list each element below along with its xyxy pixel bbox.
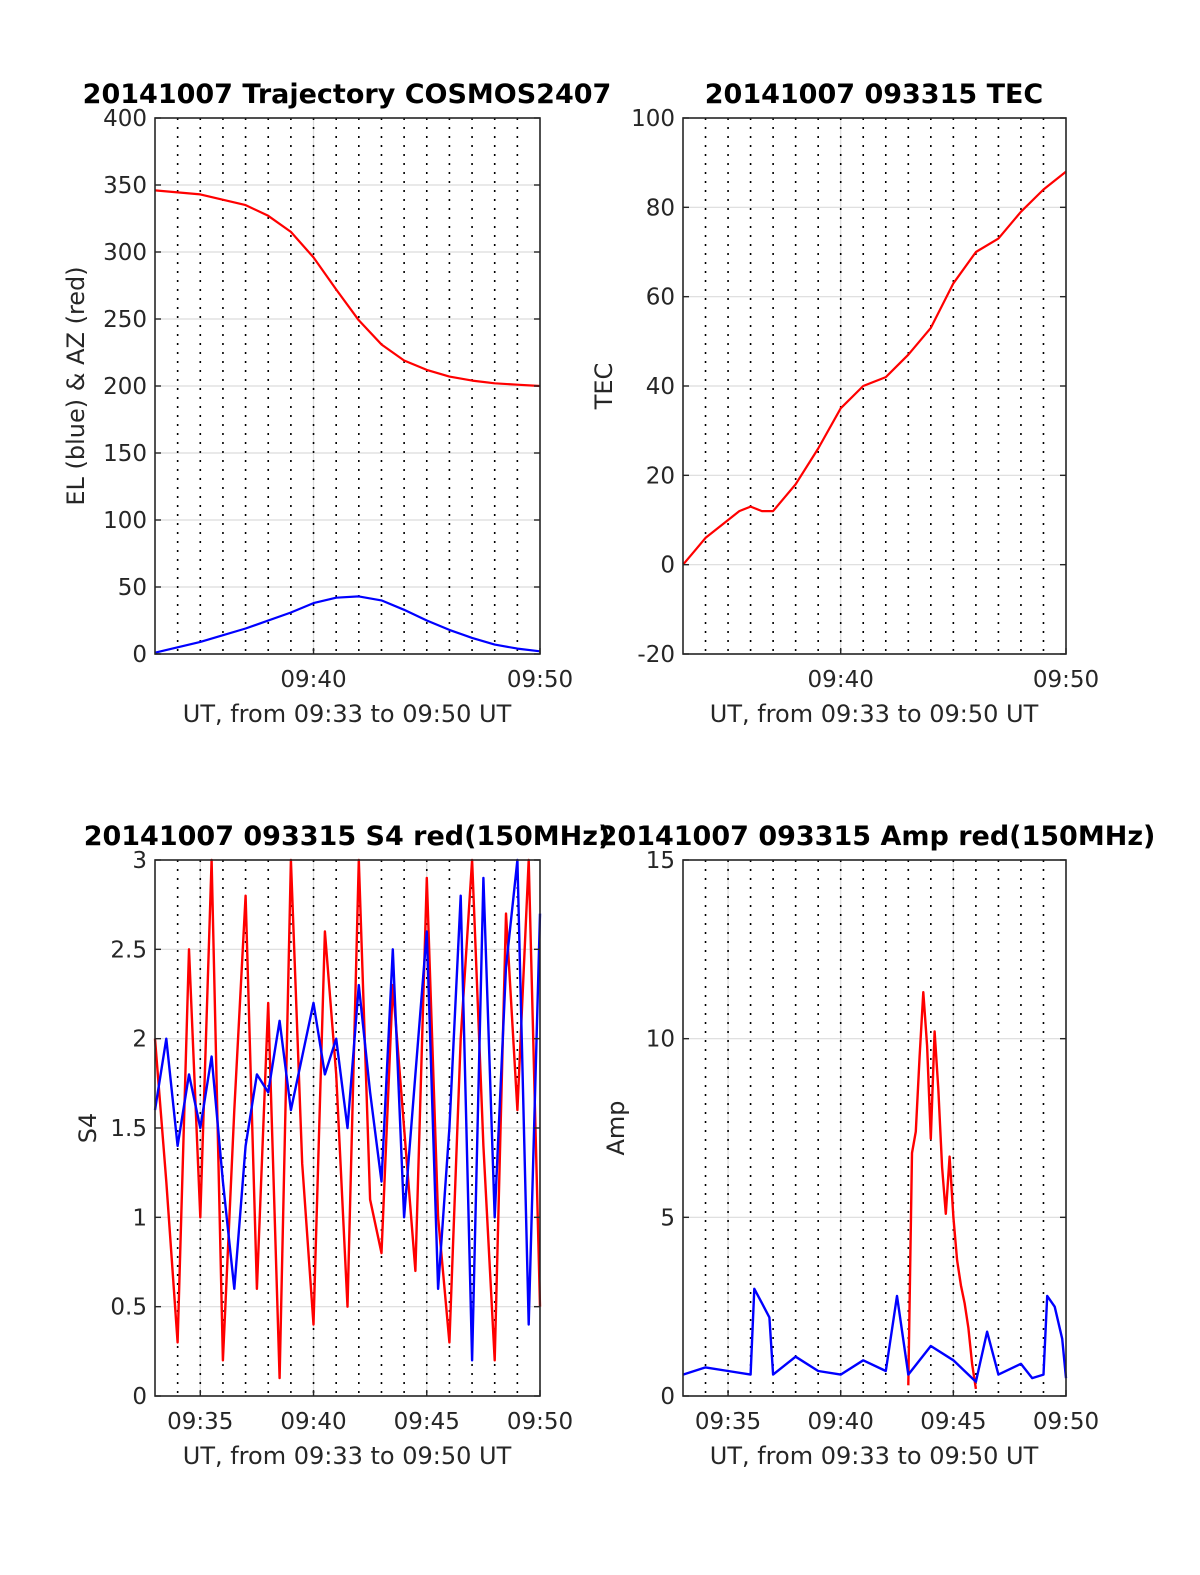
y-tick-label: 100 xyxy=(631,106,675,132)
plot-area: 0 50 100 150 200 250 300 350 400 09:40 09:50 xyxy=(103,106,573,693)
chart-title: 20141007 093315 TEC xyxy=(705,79,1044,110)
y-tick-label: 0 xyxy=(132,1384,147,1410)
x-tick-label: 09:50 xyxy=(507,1409,573,1435)
x-tick-label: 09:35 xyxy=(695,1409,761,1435)
x-tick-label: 09:50 xyxy=(507,667,573,693)
y-tick-label: 2 xyxy=(132,1027,147,1053)
y-tick-label: 3 xyxy=(132,848,147,874)
x-axis-label: UT, from 09:33 to 09:50 UT xyxy=(183,700,512,728)
y-tick-label: 100 xyxy=(103,508,147,534)
y-tick-label: 0 xyxy=(660,1384,675,1410)
panel-tec: 20141007 093315 TEC UT, from 09:33 to 09… xyxy=(590,79,1099,728)
chart-title: 20141007 Trajectory COSMOS2407 xyxy=(83,79,612,110)
x-axis-label: UT, from 09:33 to 09:50 UT xyxy=(710,700,1039,728)
y-axis-label: Amp xyxy=(602,1100,630,1155)
plot-area: -20 0 20 40 60 80 100 09:40 09:50 xyxy=(631,106,1099,693)
axes-box xyxy=(682,859,1067,1397)
x-tick-label: 09:40 xyxy=(808,667,874,693)
panel-s4: 20141007 093315 S4 red(150MHz) UT, from … xyxy=(74,821,610,1470)
y-axis-label: EL (blue) & AZ (red) xyxy=(62,266,90,505)
y-tick-label: 2.5 xyxy=(110,937,147,963)
y-tick-label: 400 xyxy=(103,106,147,132)
y-tick-label: 0.5 xyxy=(110,1295,147,1321)
y-tick-label: 350 xyxy=(103,173,147,199)
y-tick-label: -20 xyxy=(637,642,675,668)
series-line-0 xyxy=(907,991,978,1390)
y-tick-label: 1 xyxy=(132,1205,147,1231)
series-line-1 xyxy=(682,1287,1068,1383)
y-tick-label: 5 xyxy=(660,1205,675,1231)
x-tick-label: 09:45 xyxy=(920,1409,986,1435)
y-tick-label: 0 xyxy=(132,642,147,668)
x-tick-label: 09:40 xyxy=(808,1409,874,1435)
x-tick-label: 09:50 xyxy=(1033,667,1099,693)
y-axis-label: TEC xyxy=(590,363,618,411)
plot-area: 0 5 10 15 09:35 09:40 09:45 09:50 xyxy=(646,848,1099,1435)
y-tick-label: 0 xyxy=(660,553,675,579)
y-tick-label: 150 xyxy=(103,441,147,467)
y-tick-label: 10 xyxy=(646,1027,675,1053)
y-tick-label: 60 xyxy=(646,285,675,311)
y-tick-label: 250 xyxy=(103,307,147,333)
x-axis-label: UT, from 09:33 to 09:50 UT xyxy=(183,1442,512,1470)
series-line-1 xyxy=(154,595,541,654)
plot-area: 0 0.5 1 1.5 2 2.5 3 09:35 09:40 09:45 09:50 xyxy=(110,848,573,1435)
series-line-0 xyxy=(153,858,542,1380)
x-tick-label: 09:50 xyxy=(1033,1409,1099,1435)
series-line-0 xyxy=(154,189,541,388)
y-tick-label: 20 xyxy=(646,463,675,489)
y-tick-label: 50 xyxy=(118,575,147,601)
chart-title: 20141007 093315 S4 red(150MHz) xyxy=(84,821,611,852)
y-axis-label: S4 xyxy=(74,1113,102,1144)
panel-trajectory: 20141007 Trajectory COSMOS2407 UT, from … xyxy=(62,79,611,728)
y-tick-label: 1.5 xyxy=(110,1116,147,1142)
y-tick-label: 200 xyxy=(103,374,147,400)
x-tick-label: 09:45 xyxy=(394,1409,460,1435)
panel-amp: 20141007 093315 Amp red(150MHz) UT, from… xyxy=(599,821,1156,1470)
series-line-1 xyxy=(153,858,542,1362)
y-tick-label: 300 xyxy=(103,240,147,266)
y-tick-label: 80 xyxy=(646,195,675,221)
x-axis-label: UT, from 09:33 to 09:50 UT xyxy=(710,1442,1039,1470)
y-tick-label: 15 xyxy=(646,848,675,874)
y-tick-label: 40 xyxy=(646,374,675,400)
x-tick-label: 09:35 xyxy=(167,1409,233,1435)
x-tick-label: 09:40 xyxy=(280,1409,346,1435)
x-tick-label: 09:40 xyxy=(280,667,346,693)
series-line-0 xyxy=(682,170,1067,566)
chart-title: 20141007 093315 Amp red(150MHz) xyxy=(599,821,1156,852)
